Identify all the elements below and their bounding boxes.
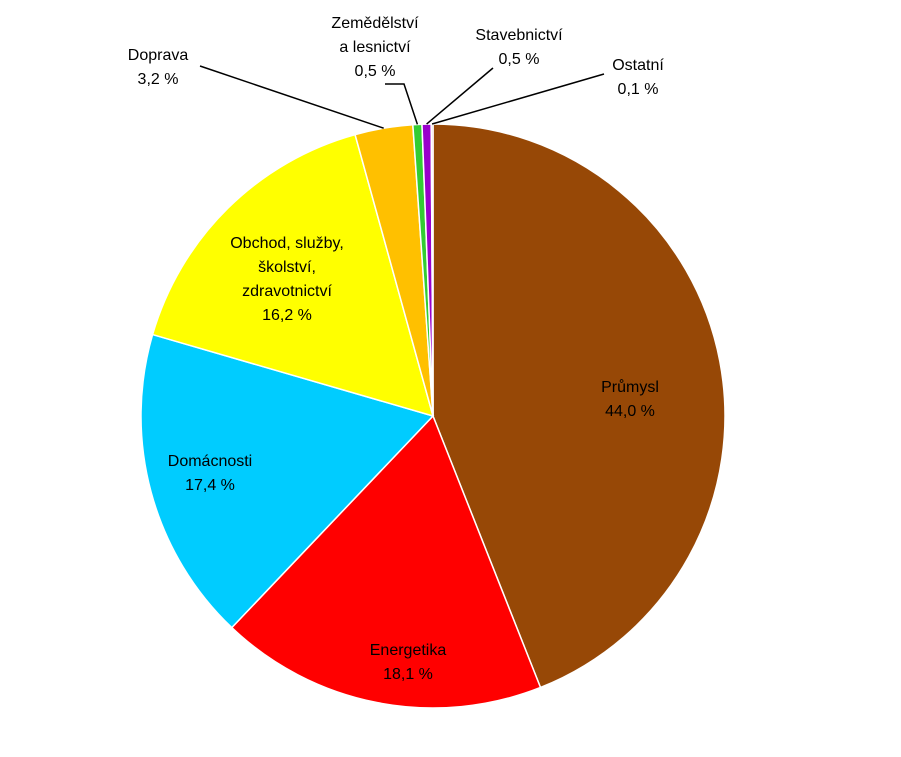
- pie-slice: [230, 414, 542, 709]
- pie-slice: [432, 123, 726, 689]
- slice-label: Domácnosti 17,4 %: [168, 450, 252, 498]
- value-label: 0,1 %: [617, 81, 659, 98]
- slice-label: Průmysl 44,0 %: [601, 376, 659, 424]
- category-label: Obchod, služby, školství, zdravotnictví: [230, 235, 344, 300]
- slice-label: Stavebnictví 0,5 %: [475, 24, 562, 72]
- category-label: Energetika: [369, 642, 447, 659]
- value-label: 0,5 %: [498, 51, 540, 68]
- value-label: 0,5 %: [354, 63, 396, 80]
- slice-label: Energetika 18,1 %: [370, 639, 447, 687]
- category-label: Zemědělství a lesnictví: [331, 15, 419, 56]
- slice-label: Doprava 3,2 %: [128, 44, 188, 92]
- value-label: 18,1 %: [383, 666, 433, 683]
- category-label: Domácnosti: [167, 453, 253, 470]
- category-label: Ostatní: [612, 57, 664, 74]
- slice-label: Ostatní 0,1 %: [612, 54, 664, 102]
- leader-line: [199, 65, 384, 129]
- leader-line: [431, 73, 605, 125]
- value-label: 16,2 %: [262, 307, 312, 324]
- category-label: Průmysl: [601, 379, 659, 396]
- value-label: 3,2 %: [137, 71, 179, 88]
- value-label: 44,0 %: [605, 403, 655, 420]
- slice-label: Obchod, služby, školství, zdravotnictví 1…: [230, 232, 344, 328]
- category-label: Stavebnictví: [475, 27, 563, 44]
- category-label: Doprava: [127, 47, 189, 64]
- slice-label: Zemědělství a lesnictví 0,5 %: [331, 12, 418, 84]
- value-label: 17,4 %: [185, 477, 235, 494]
- leader-line: [426, 67, 494, 125]
- pie-slice: [151, 133, 435, 418]
- pie-slice: [140, 333, 435, 629]
- leader-line: [385, 83, 419, 125]
